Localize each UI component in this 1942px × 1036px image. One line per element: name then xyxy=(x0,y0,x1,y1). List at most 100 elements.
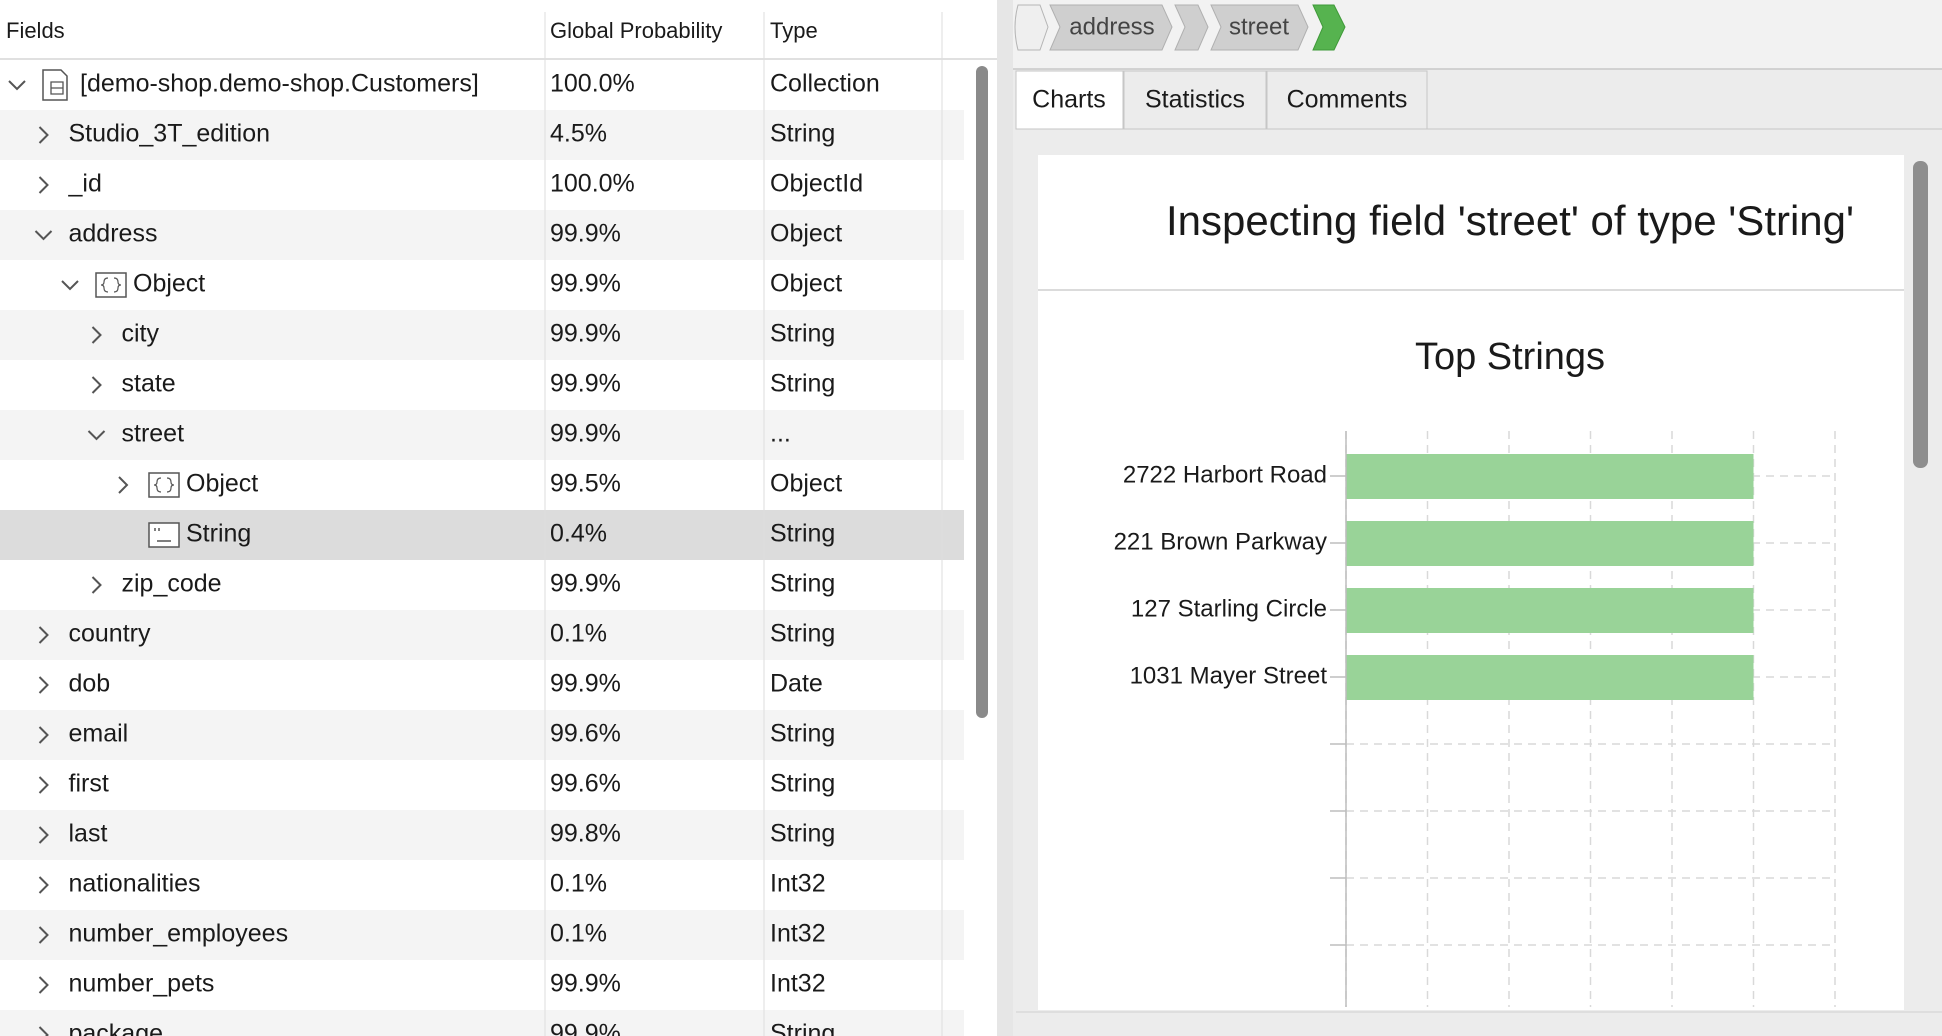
expand-arrow[interactable] xyxy=(38,826,49,844)
field-type: Collection xyxy=(770,70,880,98)
expand-arrow[interactable] xyxy=(38,126,49,144)
global-probability: 4.5% xyxy=(550,120,607,148)
tree-row[interactable] xyxy=(0,260,964,310)
column-header[interactable]: Fields xyxy=(6,18,65,43)
tab[interactable] xyxy=(1123,70,1267,130)
expand-arrow[interactable] xyxy=(38,726,49,744)
field-name: address xyxy=(69,220,158,248)
chart-scrollbar[interactable] xyxy=(1913,161,1928,468)
expand-arrow[interactable] xyxy=(91,576,102,594)
tree-row[interactable] xyxy=(0,310,964,360)
tree-rows: [demo-shop.demo-shop.Customers] 100.0% Col… xyxy=(0,60,964,1036)
object-icon xyxy=(95,272,127,298)
field-type: String xyxy=(770,520,835,548)
chart-box xyxy=(1038,155,1904,1010)
collapse-arrow[interactable] xyxy=(34,230,53,241)
field-name: city xyxy=(122,320,160,348)
tree-row[interactable] xyxy=(0,860,964,910)
field-name: Studio_3T_edition xyxy=(69,120,271,148)
field-name: _id xyxy=(68,170,102,198)
y-tick-label: 221 Brown Parkway xyxy=(1114,528,1327,555)
field-name: email xyxy=(69,720,129,748)
column-header[interactable]: Global Probability xyxy=(550,18,722,43)
tree-row[interactable] xyxy=(0,410,964,460)
expand-arrow[interactable] xyxy=(38,776,49,794)
tree-row[interactable] xyxy=(0,1010,964,1036)
tree-row[interactable] xyxy=(0,660,964,710)
breadcrumb-separator xyxy=(1174,4,1209,51)
breadcrumb-label[interactable]: address xyxy=(1069,13,1154,40)
breadcrumb-item[interactable] xyxy=(1049,4,1173,51)
field-type: String xyxy=(770,770,835,798)
tree-row[interactable] xyxy=(0,710,964,760)
column-header[interactable]: Type xyxy=(770,18,818,43)
global-probability: 0.1% xyxy=(550,920,607,948)
expand-arrow[interactable] xyxy=(38,876,49,894)
field-name: state xyxy=(122,370,176,398)
expand-arrow[interactable] xyxy=(38,626,49,644)
breadcrumb-item[interactable] xyxy=(1210,4,1309,51)
string-icon-detail xyxy=(154,528,171,542)
field-name: String xyxy=(186,520,251,548)
field-name: country xyxy=(69,620,151,648)
global-probability: 99.9% xyxy=(550,270,621,298)
tree-row[interactable] xyxy=(0,960,964,1010)
expand-arrow[interactable] xyxy=(38,926,49,944)
field-type: Int32 xyxy=(770,970,826,998)
collapse-arrow[interactable] xyxy=(87,430,106,441)
bar xyxy=(1346,588,1754,633)
field-name: package xyxy=(69,1020,164,1036)
object-icon xyxy=(148,472,180,498)
tree-row[interactable] xyxy=(0,60,964,110)
tab[interactable] xyxy=(1266,70,1428,130)
field-type: String xyxy=(770,320,835,348)
expand-arrow[interactable] xyxy=(38,676,49,694)
field-name: number_pets xyxy=(69,970,215,998)
tree-row[interactable] xyxy=(0,110,964,160)
global-probability: 99.9% xyxy=(550,320,621,348)
field-type: ObjectId xyxy=(770,170,863,198)
global-probability: 99.9% xyxy=(550,570,621,598)
expand-arrow[interactable] xyxy=(38,976,49,994)
tree-row[interactable] xyxy=(0,610,964,660)
expand-arrow[interactable] xyxy=(38,176,49,194)
collapse-arrow[interactable] xyxy=(8,80,26,91)
global-probability: 0.1% xyxy=(550,620,607,648)
field-name: street xyxy=(122,420,185,448)
breadcrumb-label[interactable]: street xyxy=(1229,13,1289,40)
breadcrumb-end xyxy=(1312,4,1346,51)
object-icon-detail xyxy=(153,477,175,493)
expand-arrow[interactable] xyxy=(118,476,129,494)
field-type: Object xyxy=(770,220,842,248)
tree-row[interactable] xyxy=(0,910,964,960)
tab-label[interactable]: Comments xyxy=(1287,86,1408,114)
bar xyxy=(1346,454,1754,499)
global-probability: 99.9% xyxy=(550,420,621,448)
tree-row[interactable] xyxy=(0,760,964,810)
tab-active[interactable] xyxy=(1015,70,1124,130)
field-type: Object xyxy=(770,270,842,298)
global-probability: 99.9% xyxy=(550,370,621,398)
collapse-arrow[interactable] xyxy=(61,280,79,291)
tree-row[interactable] xyxy=(0,560,964,610)
y-tick-label: 127 Starling Circle xyxy=(1131,595,1327,622)
y-tick-label: 1031 Mayer Street xyxy=(1130,662,1328,689)
tab-label[interactable]: Statistics xyxy=(1145,86,1245,114)
field-name: number_employees xyxy=(69,920,289,948)
tree-row[interactable] xyxy=(0,810,964,860)
global-probability: 0.4% xyxy=(550,520,607,548)
tab-label[interactable]: Charts xyxy=(1032,86,1106,114)
global-probability: 99.9% xyxy=(550,970,621,998)
tree-row[interactable] xyxy=(0,160,964,210)
tree-row[interactable] xyxy=(0,210,964,260)
field-type: String xyxy=(770,720,835,748)
breadcrumb-root[interactable] xyxy=(1014,4,1049,51)
expand-arrow[interactable] xyxy=(38,1026,49,1036)
expand-arrow[interactable] xyxy=(91,376,102,394)
global-probability: 0.1% xyxy=(550,870,607,898)
tree-row[interactable] xyxy=(0,360,964,410)
field-type: String xyxy=(770,370,835,398)
tree-scrollbar[interactable] xyxy=(976,66,988,718)
expand-arrow[interactable] xyxy=(91,326,102,344)
